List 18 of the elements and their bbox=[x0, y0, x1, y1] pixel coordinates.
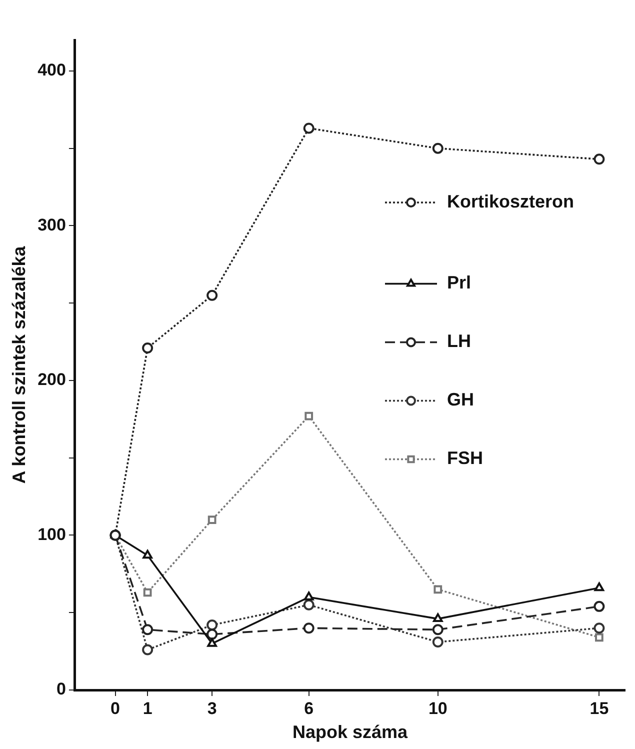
x-tick-label: 0 bbox=[110, 698, 120, 718]
x-tick-label: 15 bbox=[590, 698, 609, 718]
legend-label: GH bbox=[447, 390, 474, 410]
legend-label: LH bbox=[447, 331, 471, 352]
y-tick-label: 300 bbox=[38, 215, 66, 234]
x-tick-label: 3 bbox=[207, 698, 217, 718]
x-axis-title: Napok száma bbox=[292, 722, 408, 742]
y-tick-label: 200 bbox=[38, 370, 66, 390]
y-tick-label: 100 bbox=[38, 524, 66, 544]
legend-label: FSH bbox=[447, 448, 483, 468]
y-tick-label: 400 bbox=[38, 60, 66, 80]
x-tick-label: 1 bbox=[142, 698, 152, 718]
y-tick-label: 0 bbox=[56, 680, 66, 699]
x-tick-label: 10 bbox=[428, 698, 448, 718]
x-tick-label: 6 bbox=[304, 698, 314, 718]
y-axis-title: A kontroll szintek százaléka bbox=[8, 245, 29, 484]
legend-label: Kortikoszteron bbox=[447, 191, 574, 212]
legend-label: Prl bbox=[447, 272, 472, 293]
